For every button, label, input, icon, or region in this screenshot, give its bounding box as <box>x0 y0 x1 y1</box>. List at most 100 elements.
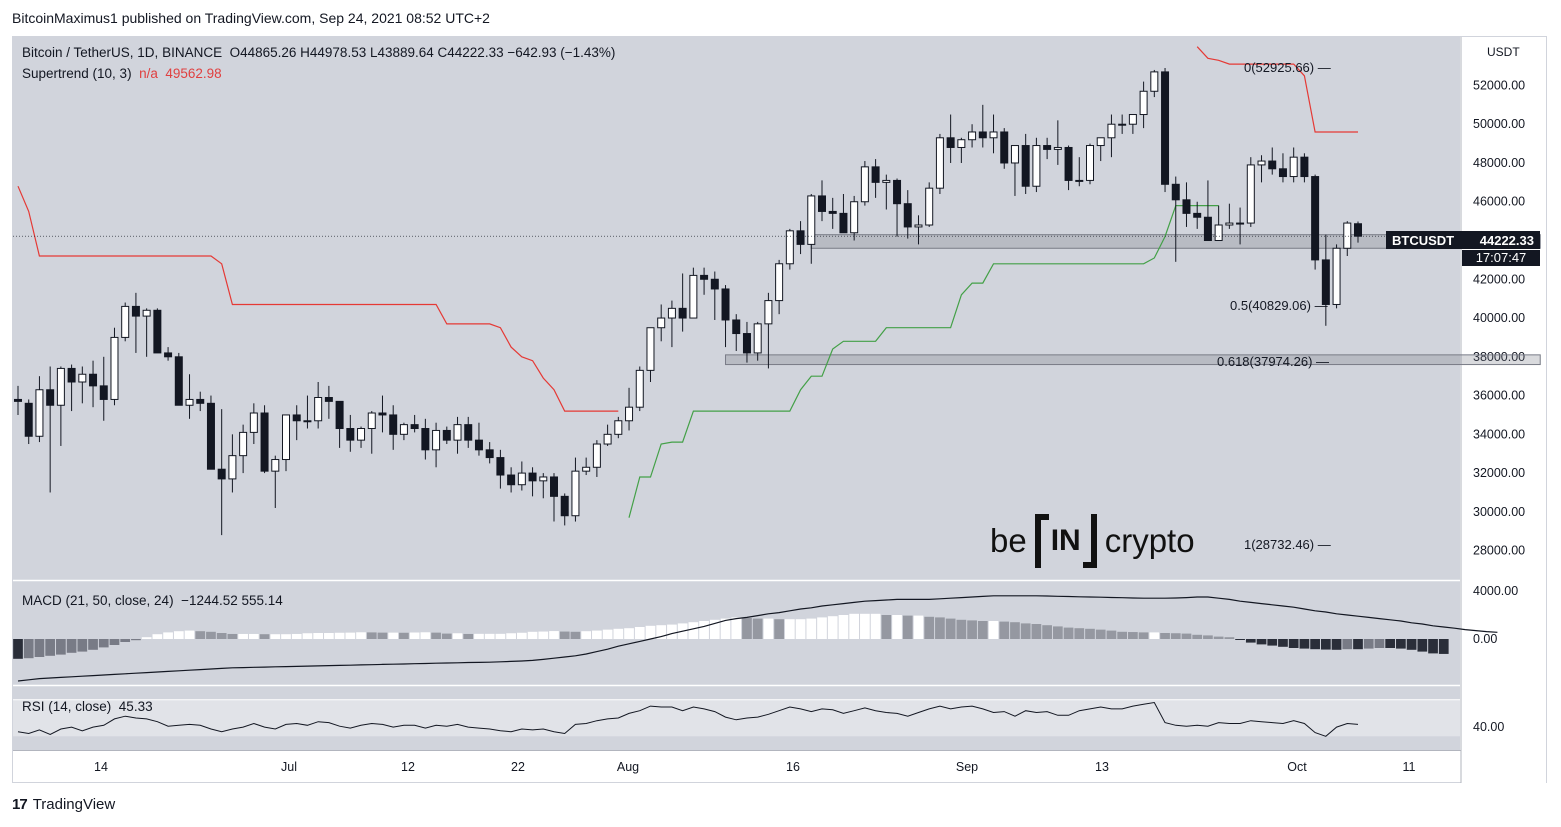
candle <box>893 179 902 205</box>
macd-histogram-bar <box>956 619 967 639</box>
candle <box>1171 183 1180 201</box>
price-axis-tick: 40000.00 <box>1473 311 1525 325</box>
macd-histogram-bar <box>441 633 452 639</box>
candle <box>324 397 333 402</box>
macd-histogram-bar <box>1106 630 1117 639</box>
macd-histogram-bar <box>109 639 120 645</box>
time-axis-tick: 13 <box>1095 760 1109 774</box>
candle <box>839 212 848 234</box>
price-axis-tick: 38000.00 <box>1473 350 1525 364</box>
watermark-mid: IN <box>1050 524 1081 557</box>
candle <box>614 420 623 435</box>
candle <box>989 131 998 139</box>
candle <box>421 428 430 451</box>
macd-histogram-bar <box>431 632 441 639</box>
symbol-name: Bitcoin / TetherUS, 1D, BINANCE <box>22 45 223 60</box>
macd-histogram-bar <box>163 632 173 639</box>
candle <box>89 373 98 387</box>
macd-histogram-bar <box>1438 639 1449 654</box>
macd-histogram-bar <box>613 628 624 639</box>
macd-histogram-bar <box>549 631 559 639</box>
candle <box>796 230 805 245</box>
time-axis-tick: Jul <box>281 760 297 774</box>
macd-histogram-bar <box>860 613 870 639</box>
ohlc-values: O44865.26 H44978.53 L43889.64 C44222.33 … <box>229 45 616 60</box>
time-axis-tick: 16 <box>786 760 800 774</box>
macd-histogram-bar <box>1224 637 1235 639</box>
price-axis-tick: 42000.00 <box>1473 272 1525 286</box>
macd-histogram-bar <box>1235 639 1245 640</box>
candle <box>1010 145 1019 164</box>
macd-histogram-bar <box>977 621 988 639</box>
candle <box>785 230 794 265</box>
time-axis-tick: Aug <box>617 760 639 774</box>
candle <box>228 455 237 480</box>
macd-histogram-bar <box>602 629 613 639</box>
macd-histogram-bar <box>1020 623 1031 639</box>
candle <box>185 398 194 406</box>
candle <box>496 457 505 476</box>
candle <box>314 397 323 422</box>
macd-histogram-bar <box>1428 639 1438 654</box>
candle <box>828 210 837 214</box>
macd-histogram-bar <box>399 632 409 639</box>
macd-histogram-bar <box>849 613 860 639</box>
macd-histogram-bar <box>13 639 23 659</box>
footer: 17 TradingView <box>12 796 115 813</box>
macd-histogram-bar <box>902 615 913 639</box>
macd-histogram-bar <box>452 633 463 639</box>
macd-histogram-bar <box>827 616 838 639</box>
macd-histogram-bar <box>1374 639 1385 648</box>
candle <box>1064 146 1073 181</box>
candle <box>1096 137 1105 147</box>
candle <box>1300 156 1309 178</box>
macd-histogram-bar <box>688 622 699 639</box>
macd-histogram-bar <box>1342 639 1353 650</box>
candle <box>153 309 162 354</box>
macd-histogram-bar <box>324 633 334 639</box>
macd-histogram-bar <box>345 632 356 639</box>
macd-histogram-bar <box>1299 639 1310 649</box>
macd-histogram-bar <box>366 632 377 639</box>
candle <box>1086 145 1094 181</box>
candle <box>1161 71 1170 185</box>
macd-histogram-bar <box>377 632 388 639</box>
candle <box>678 307 687 319</box>
footer-brand: TradingView <box>32 796 116 813</box>
macd-histogram-bar <box>1353 639 1363 650</box>
macd-histogram-bar <box>1396 639 1406 649</box>
macd-histogram-bar <box>259 634 270 639</box>
supertrend-up-line <box>628 205 1219 518</box>
macd-histogram-bar <box>302 633 313 639</box>
macd-histogram-bar <box>870 613 881 639</box>
macd-histogram-bar <box>206 631 216 639</box>
candle <box>442 429 451 441</box>
price-axis-tick: 52000.00 <box>1473 78 1525 92</box>
price-axis-unit: USDT <box>1487 45 1520 59</box>
macd-histogram-bar <box>34 639 45 657</box>
macd-histogram-bar <box>120 639 131 642</box>
macd-histogram-bar <box>1256 639 1267 645</box>
macd-histogram-bar <box>1128 632 1138 639</box>
price-axis-tick: 46000.00 <box>1473 195 1525 209</box>
candle <box>1053 146 1062 150</box>
macd-histogram-bar <box>774 619 784 639</box>
macd-histogram-bar <box>506 633 516 639</box>
candle <box>217 468 226 480</box>
macd-histogram-bar <box>892 615 902 639</box>
candle <box>1343 222 1352 249</box>
macd-histogram-bar <box>634 627 645 639</box>
macd-histogram-bar <box>45 639 56 656</box>
candle <box>474 439 483 451</box>
last-price-tag: BTCUSDT 44222.33 <box>1386 231 1540 249</box>
candle <box>753 323 762 354</box>
candle <box>946 137 955 148</box>
macd-histogram-bar <box>924 616 935 639</box>
macd-histogram-bar <box>559 631 570 639</box>
price-axis-tick: 48000.00 <box>1473 156 1525 170</box>
candle <box>850 201 859 234</box>
price-axis-tick: 50000.00 <box>1473 117 1525 131</box>
macd-label: MACD (21, 50, close, 24) <box>22 593 174 608</box>
candle <box>571 470 580 517</box>
